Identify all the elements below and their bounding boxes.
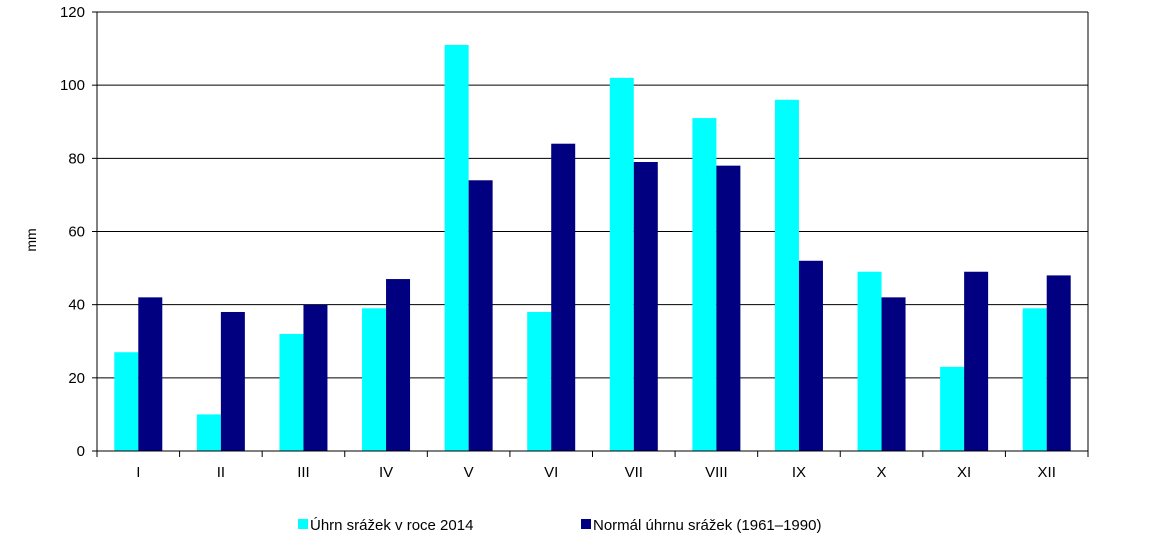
bar-series-2-V [468, 180, 493, 452]
x-tick-label: IV [379, 464, 393, 481]
legend-label-2: Normál úhrnu srážek (1961–1990) [593, 517, 821, 534]
x-tick-label: XI [957, 464, 971, 481]
legend-swatch-1 [298, 519, 308, 529]
bar-series-2-XII [1046, 275, 1071, 451]
x-tick-label: X [877, 464, 887, 481]
x-tick-label: VI [544, 464, 558, 481]
y-tick-label: 100 [60, 77, 85, 94]
x-tick-label: VIII [705, 464, 728, 481]
y-tick-label: 120 [60, 4, 85, 21]
x-tick-label: II [217, 464, 225, 481]
bar-series-1-XI [940, 366, 965, 451]
bar-series-2-IX [798, 260, 823, 451]
y-tick-label: 80 [68, 150, 85, 167]
bar-series-1-III [279, 333, 304, 451]
bar-series-2-III [303, 304, 328, 451]
bar-series-2-X [881, 297, 906, 451]
gridlines [97, 11, 1088, 379]
bar-series-2-IV [386, 279, 411, 451]
bar-series-1-XII [1022, 308, 1047, 451]
bar-series-1-VIII [692, 118, 717, 451]
bar-series-1-I [114, 352, 139, 451]
bar-series-2-VII [633, 161, 658, 451]
x-tick-label: I [136, 464, 140, 481]
legend-label-1: Úhrn srážek v roce 2014 [310, 517, 473, 534]
x-tick-label: V [464, 464, 474, 481]
x-tick-label: XII [1038, 464, 1056, 481]
bars [114, 44, 1071, 452]
bar-series-1-VII [609, 77, 634, 451]
x-tick-label: III [297, 464, 310, 481]
bar-series-1-IV [362, 308, 387, 451]
x-tick-label: VII [625, 464, 643, 481]
bar-series-2-VIII [716, 165, 741, 451]
legend: Úhrn srážek v roce 2014 Normál úhrnu sráž… [298, 517, 821, 534]
bar-series-2-XI [964, 271, 989, 451]
bar-series-1-X [857, 271, 882, 451]
y-tick-label: 20 [68, 370, 85, 387]
bar-series-2-I [138, 297, 163, 451]
y-axis-title: mm [23, 228, 39, 251]
bar-series-1-VI [527, 311, 552, 451]
bar-series-1-II [196, 414, 221, 451]
bar-series-1-IX [774, 99, 799, 452]
y-tick-label: 0 [77, 443, 85, 460]
bar-series-2-II [220, 311, 245, 451]
y-tick-label: 40 [68, 297, 85, 314]
bar-series-2-VI [551, 143, 576, 451]
bar-series-1-V [444, 44, 469, 452]
legend-swatch-2 [581, 519, 591, 529]
x-tick-label: IX [792, 464, 806, 481]
y-tick-label: 60 [68, 224, 85, 241]
